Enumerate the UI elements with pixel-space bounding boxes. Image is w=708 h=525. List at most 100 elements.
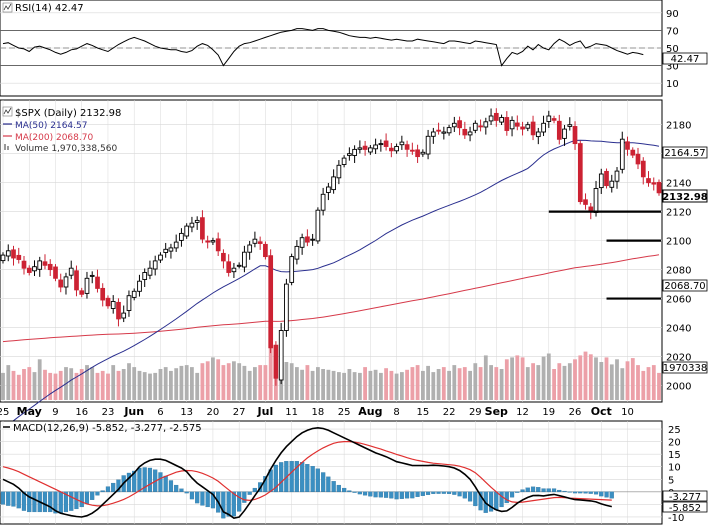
candle-body	[577, 143, 583, 203]
volume-bar	[127, 363, 131, 400]
price-y-tick-label: 2100	[666, 237, 691, 248]
macd-badges: -3.277 -5.852	[662, 490, 708, 514]
price-y-tick-label: 2080	[666, 266, 691, 277]
volume-bar	[6, 365, 11, 400]
candle-body	[289, 256, 295, 283]
signal-line	[2, 441, 612, 507]
candle-body	[504, 117, 510, 131]
candle-body	[105, 297, 111, 307]
candle-body	[257, 241, 263, 244]
candle-body	[472, 122, 478, 131]
volume-bar	[74, 372, 79, 400]
candle-body	[252, 238, 258, 244]
candle-body	[173, 241, 179, 249]
macd-histogram-bar	[441, 491, 446, 494]
macd-histogram-bar	[300, 462, 305, 493]
candle-body	[394, 146, 399, 152]
candle-body	[121, 312, 127, 319]
macd-y-tick-label: 5	[668, 475, 674, 486]
volume-bar	[536, 365, 541, 400]
ma50-label: MA(50) 2164.57	[15, 121, 87, 131]
volume-bar	[237, 363, 242, 400]
price-label: $SPX (Daily) 2132.98	[15, 108, 121, 119]
volume-bar	[137, 370, 142, 400]
candle-body	[415, 149, 420, 158]
macd-histogram-bar	[578, 491, 583, 494]
price-y-tick-label: 2060	[666, 295, 691, 306]
macd-histogram-bar	[551, 488, 557, 493]
candle-body	[37, 260, 43, 270]
candle-body	[646, 178, 651, 184]
volume-bar	[211, 357, 215, 400]
volume-bar	[43, 369, 47, 400]
candle-body	[493, 112, 499, 121]
candle-body	[236, 264, 242, 267]
macd-histogram-bar	[210, 491, 216, 509]
volume-bar	[316, 367, 320, 400]
candle-body	[147, 267, 153, 276]
volume-bar	[326, 369, 331, 400]
candle-body	[95, 276, 100, 289]
candle-body	[326, 186, 331, 193]
volume-bar	[441, 367, 446, 400]
macd-y-tick-label: 10	[668, 463, 681, 474]
candle-body	[53, 266, 58, 279]
macd-histogram-bar	[331, 481, 336, 493]
candle-body	[189, 222, 195, 228]
candle-body	[210, 240, 216, 243]
candle-body	[315, 209, 321, 242]
x-tick-label: 13	[180, 407, 193, 418]
volume-bar	[641, 370, 646, 400]
volume-bar	[447, 370, 451, 400]
candle-body	[163, 248, 169, 253]
volume-bar	[295, 367, 299, 400]
volume-bar	[310, 370, 315, 400]
macd-histogram-bar	[48, 491, 53, 513]
candle-body	[541, 122, 546, 133]
rsi-legend-icon	[3, 3, 12, 11]
volume-bar	[11, 370, 16, 400]
support-lines	[548, 210, 661, 300]
macd-histogram-bar	[179, 488, 184, 492]
macd-last-value: -5.852	[669, 503, 701, 514]
rsi-last-value: 42.47	[671, 54, 700, 65]
ma50-line	[2, 139, 660, 430]
macd-histogram-bar	[504, 491, 509, 504]
volume-bar	[1, 372, 5, 400]
volume-bar	[169, 370, 173, 400]
macd-histogram-bar	[158, 472, 163, 492]
volume-bar	[342, 372, 346, 400]
macd-histogram-bar	[478, 491, 483, 511]
volume-bar	[546, 353, 551, 400]
candle-body	[247, 244, 253, 253]
volume-bar	[158, 369, 163, 400]
rsi-y-tick-label: 10	[666, 79, 679, 90]
macd-histogram-bar	[515, 491, 520, 493]
signal-last-value: -3.277	[669, 492, 701, 503]
volume-bar	[363, 367, 367, 400]
candle-body	[205, 240, 211, 243]
macd-histogram-bar	[32, 491, 37, 513]
volume-bar	[478, 367, 483, 400]
macd-histogram-bar	[321, 472, 326, 492]
macd-histogram-bar	[11, 491, 16, 507]
price-y-tick-label: 2140	[666, 179, 691, 190]
macd-histogram-bar	[604, 491, 609, 498]
macd-histogram-bar	[147, 467, 153, 493]
x-tick-label: 25	[338, 407, 351, 418]
rsi-label: RSI(14) 42.47	[15, 3, 84, 14]
macd-histogram-bar	[305, 464, 310, 492]
volume-bar	[373, 369, 378, 400]
candle-body	[47, 263, 53, 271]
candle-body	[231, 267, 237, 273]
candle-body	[525, 124, 531, 129]
volume-bar	[142, 372, 147, 400]
candle-body	[609, 180, 615, 188]
macd-histogram-bar	[572, 491, 578, 494]
volume-bar	[599, 362, 604, 400]
price-panel: 2180216021402120210020802060204020202000…	[0, 99, 708, 430]
x-tick-label: 6	[157, 407, 163, 418]
macd-histogram-bar	[525, 487, 530, 492]
rsi-y-ticks: 90 70 50 30 10	[666, 9, 679, 90]
volume-bar	[462, 367, 467, 400]
